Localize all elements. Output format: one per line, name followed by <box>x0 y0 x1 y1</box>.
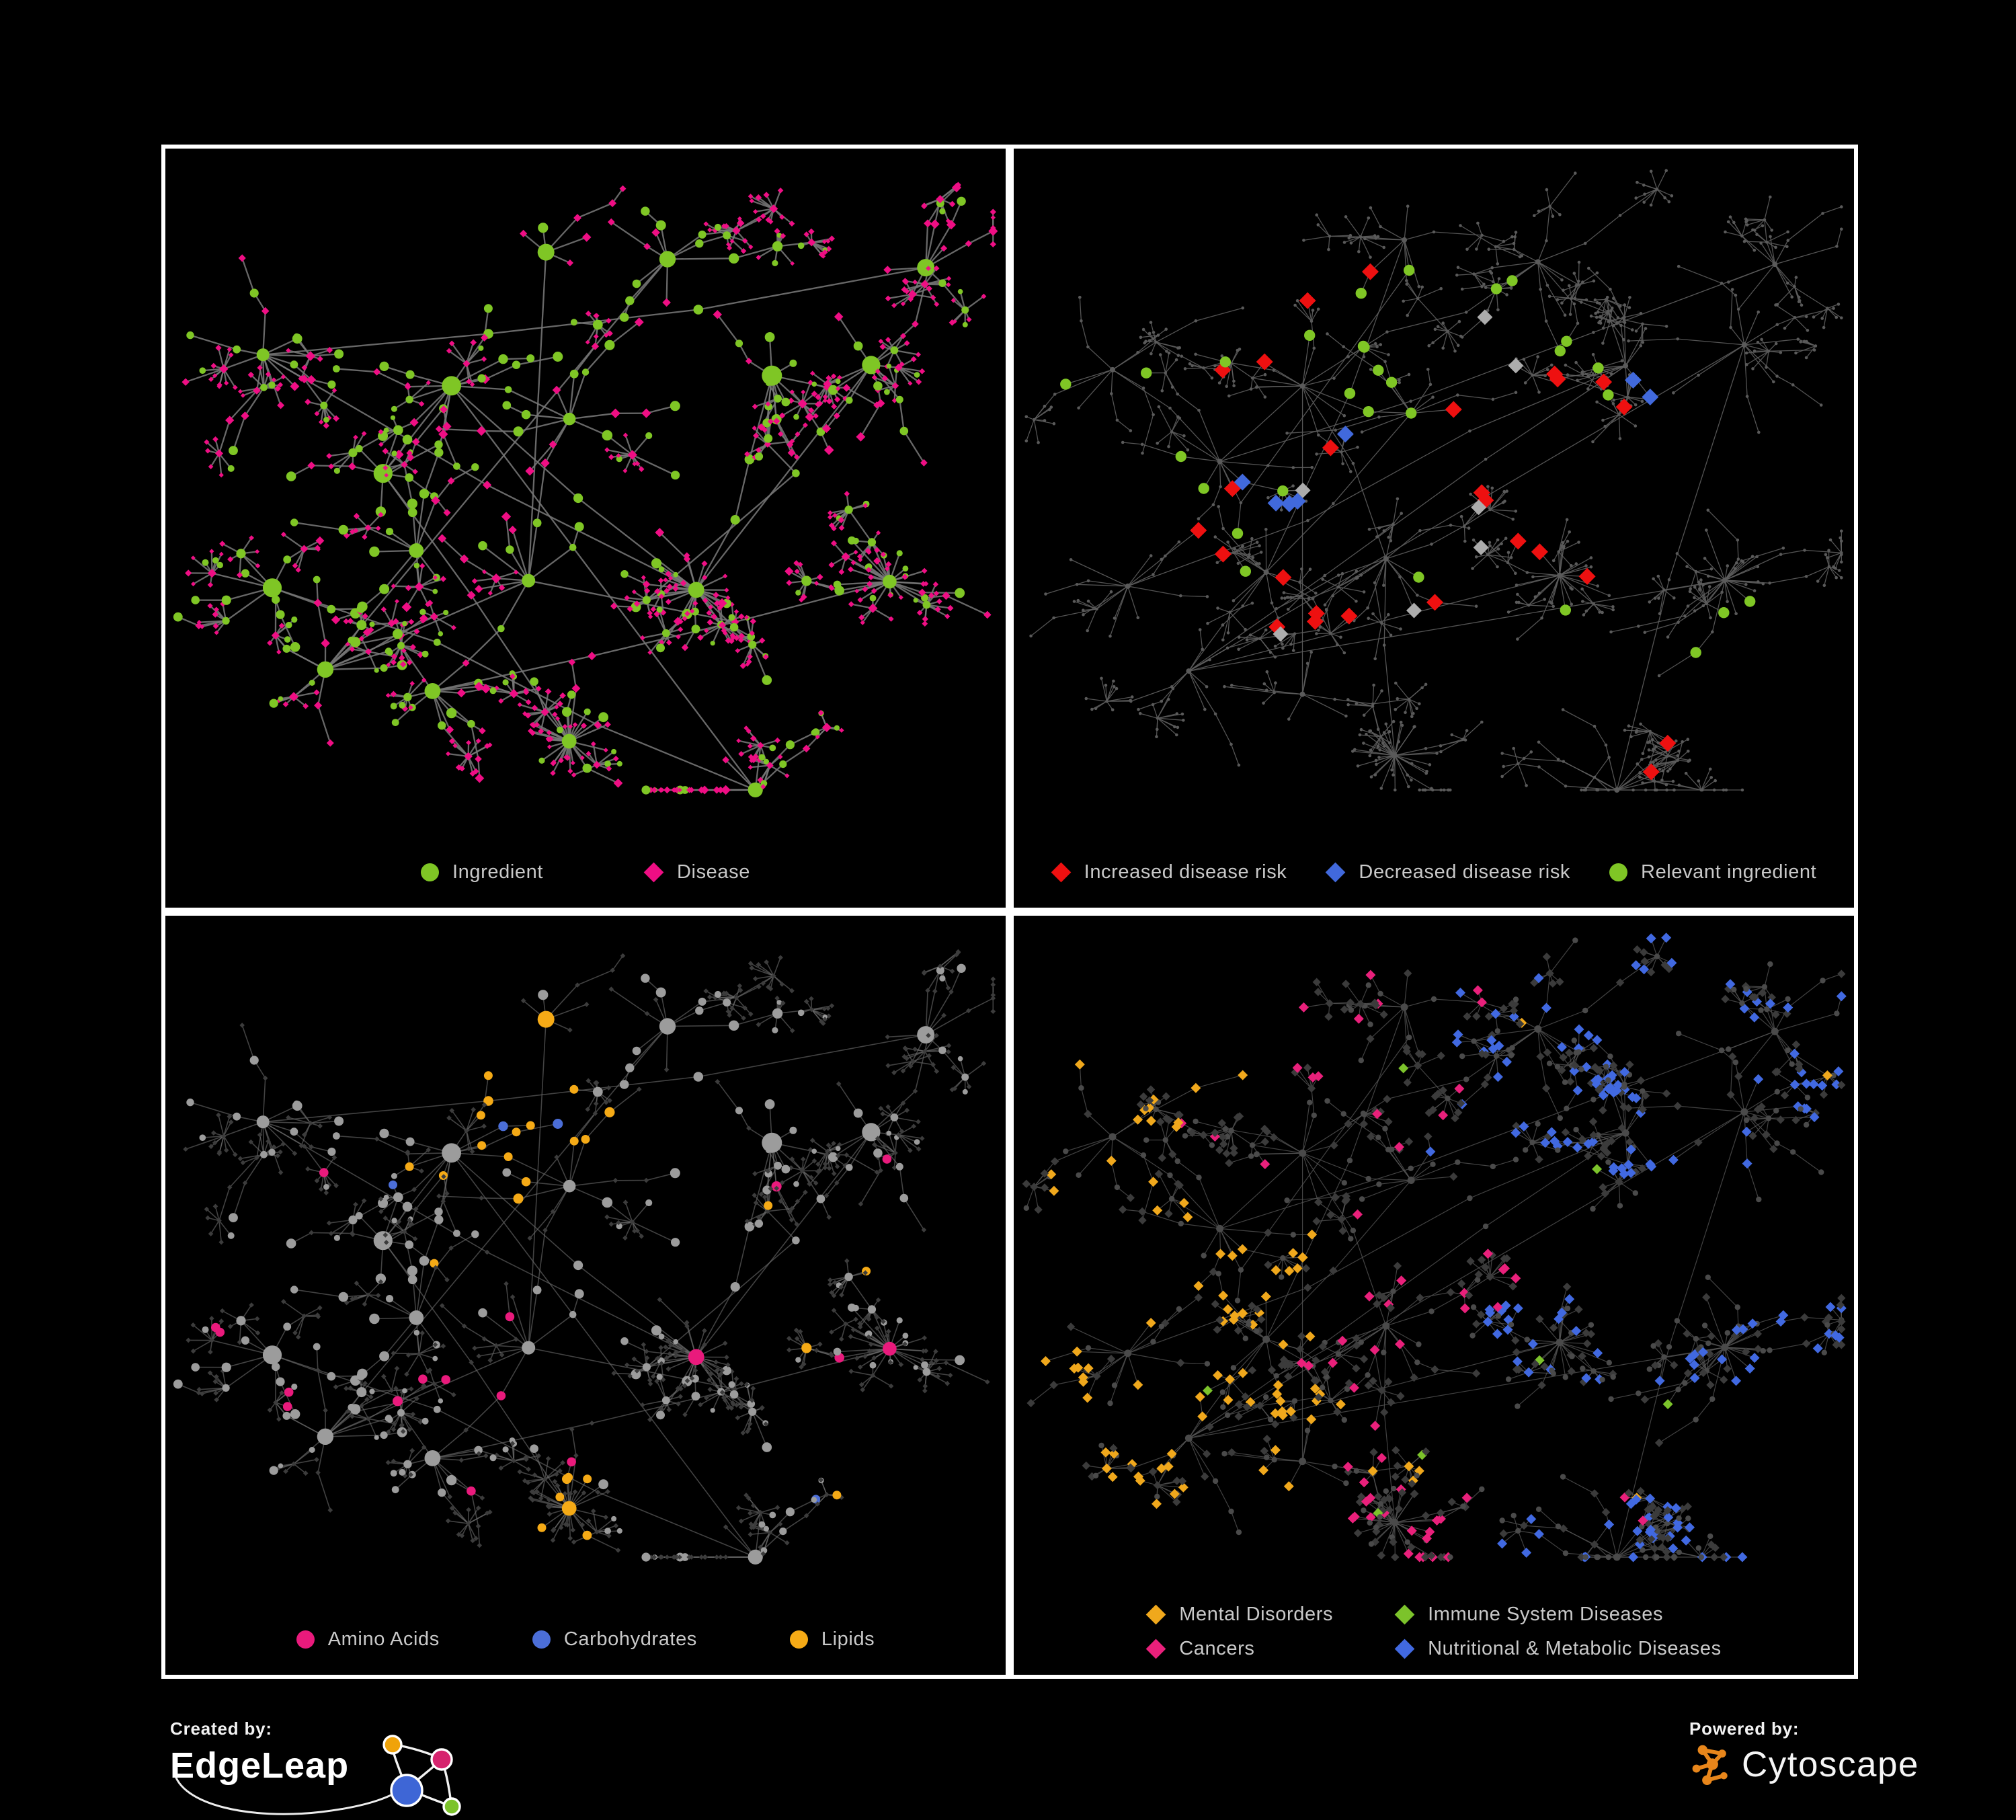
cytoscape-credit: Powered by: Cytoscape <box>1689 1718 1919 1786</box>
immune-system-diseases-legend-label: Immune System Diseases <box>1428 1604 1664 1625</box>
decreased-disease-risk-legend-icon <box>1326 862 1346 883</box>
created-by-label: Created by: <box>170 1718 272 1739</box>
legend-ingredient-disease: Ingredient Disease <box>165 861 1006 883</box>
relevant-ingredient-legend-label: Relevant ingredient <box>1641 861 1817 883</box>
cancers-legend-icon <box>1145 1638 1166 1659</box>
increased-disease-risk-legend-label: Increased disease risk <box>1084 861 1287 883</box>
lipids-legend-label: Lipids <box>821 1628 875 1650</box>
panel-disease-risk: Increased disease risk Decreased disease… <box>1010 145 1858 912</box>
legend-disease-risk: Increased disease risk Decreased disease… <box>1014 861 1854 883</box>
edgeleap-logo-icon <box>173 1735 461 1816</box>
legend-item-lipids: Lipids <box>789 1628 875 1651</box>
legend-item-relevant-ingredient: Relevant ingredient <box>1609 861 1816 883</box>
carbohydrates-legend-label: Carbohydrates <box>563 1628 697 1650</box>
network-graph-disease-risk <box>1024 169 1843 793</box>
carbohydrates-legend-icon <box>532 1630 551 1649</box>
edgeleap-brand-text: EdgeLeap <box>170 1745 350 1786</box>
legend-item-immune-system-diseases: Immune System Diseases <box>1394 1604 1722 1626</box>
legend-item-disease: Disease <box>643 861 750 883</box>
amino-acids-legend-label: Amino Acids <box>327 1628 440 1650</box>
network-graph-nutrient-classes <box>173 949 996 1565</box>
legend-item-carbohydrates: Carbohydrates <box>532 1628 697 1651</box>
legend-item-ingredient: Ingredient <box>421 861 543 883</box>
panel-disease-categories: Mental Disorders Immune System Diseases … <box>1010 912 1858 1679</box>
nutritional-metabolic-diseases-legend-label: Nutritional & Metabolic Diseases <box>1428 1638 1722 1659</box>
ingredient-legend-label: Ingredient <box>452 861 543 883</box>
edgeleap-credit: Created by: EdgeLeap <box>170 1718 486 1819</box>
lipids-legend-icon <box>789 1630 808 1649</box>
decreased-disease-risk-legend-label: Decreased disease risk <box>1359 861 1571 883</box>
powered-by-label: Powered by: <box>1689 1718 1800 1739</box>
cancers-legend-label: Cancers <box>1179 1638 1255 1659</box>
nutritional-metabolic-diseases-legend-icon <box>1394 1638 1415 1659</box>
legend-item-mental-disorders: Mental Disorders <box>1145 1604 1334 1626</box>
cytoscape-logo-icon <box>1692 1745 1728 1786</box>
network-graph-disease-categories <box>1022 933 1847 1562</box>
legend-item-nutritional-metabolic-diseases: Nutritional & Metabolic Diseases <box>1394 1638 1722 1660</box>
legend-item-increased-disease-risk: Increased disease risk <box>1051 861 1287 883</box>
increased-disease-risk-legend-icon <box>1051 862 1072 883</box>
relevant-ingredient-legend-icon <box>1609 863 1628 881</box>
cytoscape-brand-text: Cytoscape <box>1742 1744 1919 1784</box>
panel-nutrient-classes: Amino Acids Carbohydrates Lipids <box>161 912 1010 1679</box>
network-graph-ingredient-disease <box>173 182 998 797</box>
immune-system-diseases-legend-icon <box>1394 1604 1415 1625</box>
disease-legend-icon <box>643 862 664 883</box>
legend-item-cancers: Cancers <box>1145 1638 1333 1660</box>
amino-acids-legend-icon <box>296 1630 315 1649</box>
legend-item-amino-acids: Amino Acids <box>296 1628 440 1651</box>
mental-disorders-legend-label: Mental Disorders <box>1179 1604 1334 1625</box>
legend-item-decreased-disease-risk: Decreased disease risk <box>1326 861 1570 883</box>
legend-disease-categories: Mental Disorders Immune System Diseases … <box>1014 1604 1854 1660</box>
ingredient-legend-icon <box>421 863 439 881</box>
disease-legend-label: Disease <box>677 861 750 883</box>
panel-ingredient-disease: Ingredient Disease <box>161 145 1010 912</box>
mental-disorders-legend-icon <box>1145 1604 1166 1625</box>
legend-nutrient-classes: Amino Acids Carbohydrates Lipids <box>165 1628 1006 1651</box>
